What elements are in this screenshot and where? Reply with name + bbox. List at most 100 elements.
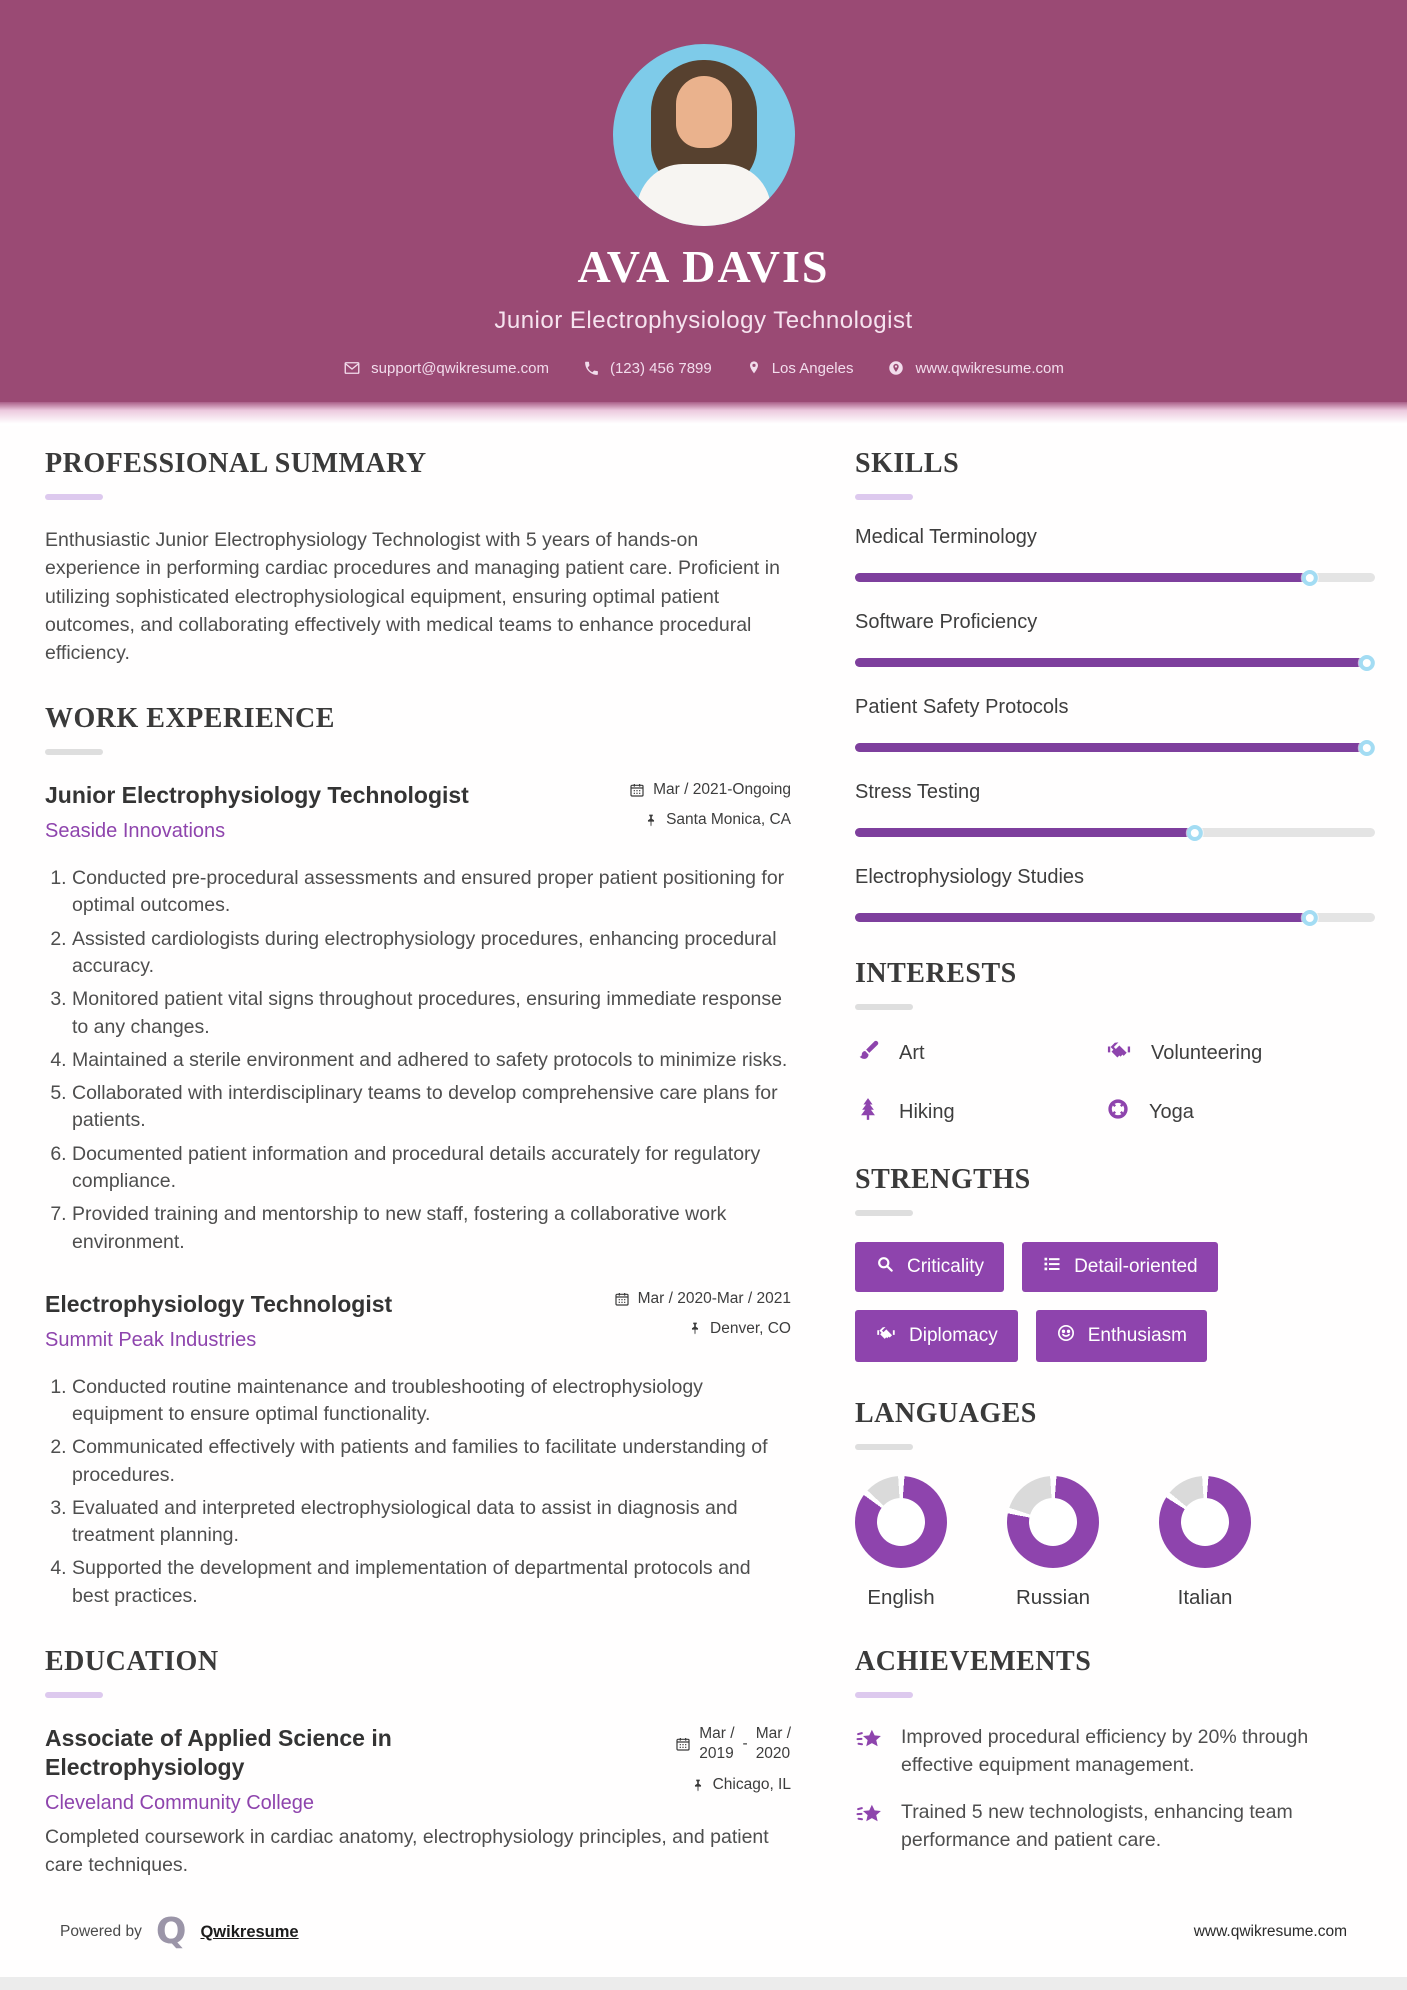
job-duty: Monitored patient vital signs throughout…: [72, 986, 791, 1041]
interest-label: Hiking: [899, 1100, 955, 1123]
job-company-link[interactable]: Summit Peak Industries: [45, 1328, 257, 1351]
website-globe-icon: [887, 359, 905, 377]
skill-bar-fill: [855, 573, 1313, 582]
interest-item: Volunteering: [1105, 1036, 1375, 1070]
skill-row: Stress Testing: [855, 781, 1375, 841]
achievements-heading: ACHIEVEMENTS: [855, 1646, 1092, 1677]
interest-item: Art: [855, 1036, 1105, 1070]
language-label: English: [867, 1586, 935, 1609]
list-icon: [1042, 1254, 1062, 1280]
bottom-strip: [0, 1977, 1407, 1990]
job-duty: Provided training and mentorship to new …: [72, 1201, 791, 1256]
contact-email[interactable]: support@qwikresume.com: [343, 359, 549, 377]
strength-chip: Enthusiasm: [1035, 1310, 1207, 1362]
skill-row: Software Proficiency: [855, 611, 1375, 671]
heading-underline: [855, 1692, 913, 1698]
job-duties-list: Conducted pre-procedural assessments and…: [45, 865, 791, 1256]
achievement-text: Improved procedural efficiency by 20% th…: [901, 1726, 1309, 1776]
languages-row: English Russian Italian: [855, 1476, 1375, 1610]
calendar-icon: [629, 782, 645, 798]
interest-label: Volunteering: [1151, 1041, 1263, 1064]
strength-label: Detail-oriented: [1074, 1256, 1198, 1277]
heading-underline: [855, 1004, 913, 1010]
strength-label: Enthusiasm: [1087, 1325, 1187, 1346]
skill-label: Patient Safety Protocols: [855, 696, 1069, 718]
achievement-text: Trained 5 new technologists, enhancing t…: [901, 1801, 1293, 1852]
job-company-link[interactable]: Seaside Innovations: [45, 820, 226, 843]
powered-by: Powered by Q Qwikresume: [60, 1914, 299, 1950]
contact-website[interactable]: www.qwikresume.com: [887, 359, 1064, 377]
language-donut-chart: [855, 1476, 947, 1568]
skill-slider[interactable]: [855, 909, 1375, 926]
education-description: Completed coursework in cardiac anatomy,…: [45, 1825, 769, 1876]
job-duties-list: Conducted routine maintenance and troubl…: [45, 1374, 791, 1610]
job-date: Mar / 2021-Ongoing: [653, 781, 791, 799]
skill-row: Patient Safety Protocols: [855, 696, 1375, 756]
job-location-row: Denver, CO: [614, 1320, 791, 1338]
contact-website-text: www.qwikresume.com: [915, 359, 1064, 377]
skill-slider-knob[interactable]: [1301, 569, 1318, 586]
language-item: English: [855, 1476, 947, 1610]
job-location-row: Santa Monica, CA: [629, 811, 791, 829]
language-donut-chart: [1159, 1476, 1251, 1568]
job-duty: Evaluated and interpreted electrophysiol…: [72, 1495, 791, 1550]
candidate-name: AVA DAVIS: [577, 241, 830, 292]
job-header: Junior Electrophysiology Technologist Se…: [45, 781, 791, 843]
job-title: Junior Electrophysiology Technologist: [45, 782, 469, 809]
job-duty: Documented patient information and proce…: [72, 1141, 791, 1196]
phone-icon: [583, 360, 600, 377]
work-heading: WORK EXPERIENCE: [45, 703, 335, 735]
skill-slider-knob[interactable]: [1301, 909, 1318, 926]
qwikresume-link[interactable]: Qwikresume: [200, 1922, 299, 1941]
skill-slider[interactable]: [855, 654, 1375, 671]
section-skills: SKILLS Medical Terminology Software Prof…: [855, 448, 1375, 926]
heading-underline: [855, 494, 913, 500]
skill-bar-fill: [855, 828, 1199, 837]
contact-phone[interactable]: (123) 456 7899: [583, 360, 712, 377]
job-title: Electrophysiology Technologist: [45, 1290, 393, 1317]
interests-grid: Art Volunteering Hiking Yoga: [855, 1036, 1375, 1128]
skill-label: Electrophysiology Studies: [855, 866, 1085, 888]
heading-underline: [45, 1692, 103, 1699]
strength-label: Diplomacy: [909, 1325, 998, 1346]
profile-photo: [612, 44, 795, 226]
magnifier-icon: [875, 1254, 895, 1280]
education-date-end: Mar / 2020: [755, 1725, 791, 1763]
skill-slider-knob[interactable]: [1186, 824, 1203, 841]
school-link[interactable]: Cleveland Community College: [45, 1791, 315, 1814]
pine-tree-icon: [855, 1096, 881, 1128]
strength-chip: Criticality: [855, 1242, 1005, 1292]
email-icon: [343, 359, 361, 377]
strength-chip: Detail-oriented: [1022, 1242, 1218, 1292]
section-achievements: ACHIEVEMENTS Improved procedural efficie…: [855, 1646, 1375, 1855]
achievement-item: Trained 5 new technologists, enhancing t…: [855, 1799, 1375, 1854]
skill-label: Stress Testing: [855, 781, 981, 803]
skill-slider-knob[interactable]: [1358, 739, 1375, 756]
interest-item: Yoga: [1105, 1096, 1375, 1128]
content: PROFESSIONAL SUMMARY Enthusiastic Junior…: [0, 426, 1407, 1879]
strength-label: Criticality: [907, 1256, 985, 1277]
candidate-title: Junior Electrophysiology Technologist: [494, 307, 913, 334]
skill-slider[interactable]: [855, 569, 1375, 586]
education-date-start: Mar / 2019: [699, 1725, 735, 1763]
skill-slider[interactable]: [855, 824, 1375, 841]
skill-slider[interactable]: [855, 739, 1375, 756]
language-item: Russian: [1007, 1476, 1099, 1610]
handshake-icon: [1105, 1036, 1133, 1070]
skill-slider-knob[interactable]: [1358, 654, 1375, 671]
heading-underline: [855, 1444, 913, 1450]
section-strengths: STRENGTHS Criticality Detail-oriented Di…: [855, 1164, 1375, 1362]
summary-heading: PROFESSIONAL SUMMARY: [45, 448, 427, 479]
job-date-row: Mar / 2021-Ongoing: [629, 781, 791, 799]
skill-row: Electrophysiology Studies: [855, 866, 1375, 926]
heading-underline: [855, 1210, 913, 1216]
interest-item: Hiking: [855, 1096, 1105, 1128]
footer-url[interactable]: www.qwikresume.com: [1193, 1923, 1347, 1940]
job-duty: Maintained a sterile environment and adh…: [72, 1047, 791, 1074]
handshake-icon: [875, 1322, 897, 1350]
job-duty: Assisted cardiologists during electrophy…: [72, 926, 791, 981]
language-donut-chart: [1007, 1476, 1099, 1568]
section-summary: PROFESSIONAL SUMMARY Enthusiastic Junior…: [45, 448, 791, 667]
pushpin-icon: [644, 813, 658, 828]
photo-face: [675, 76, 732, 148]
